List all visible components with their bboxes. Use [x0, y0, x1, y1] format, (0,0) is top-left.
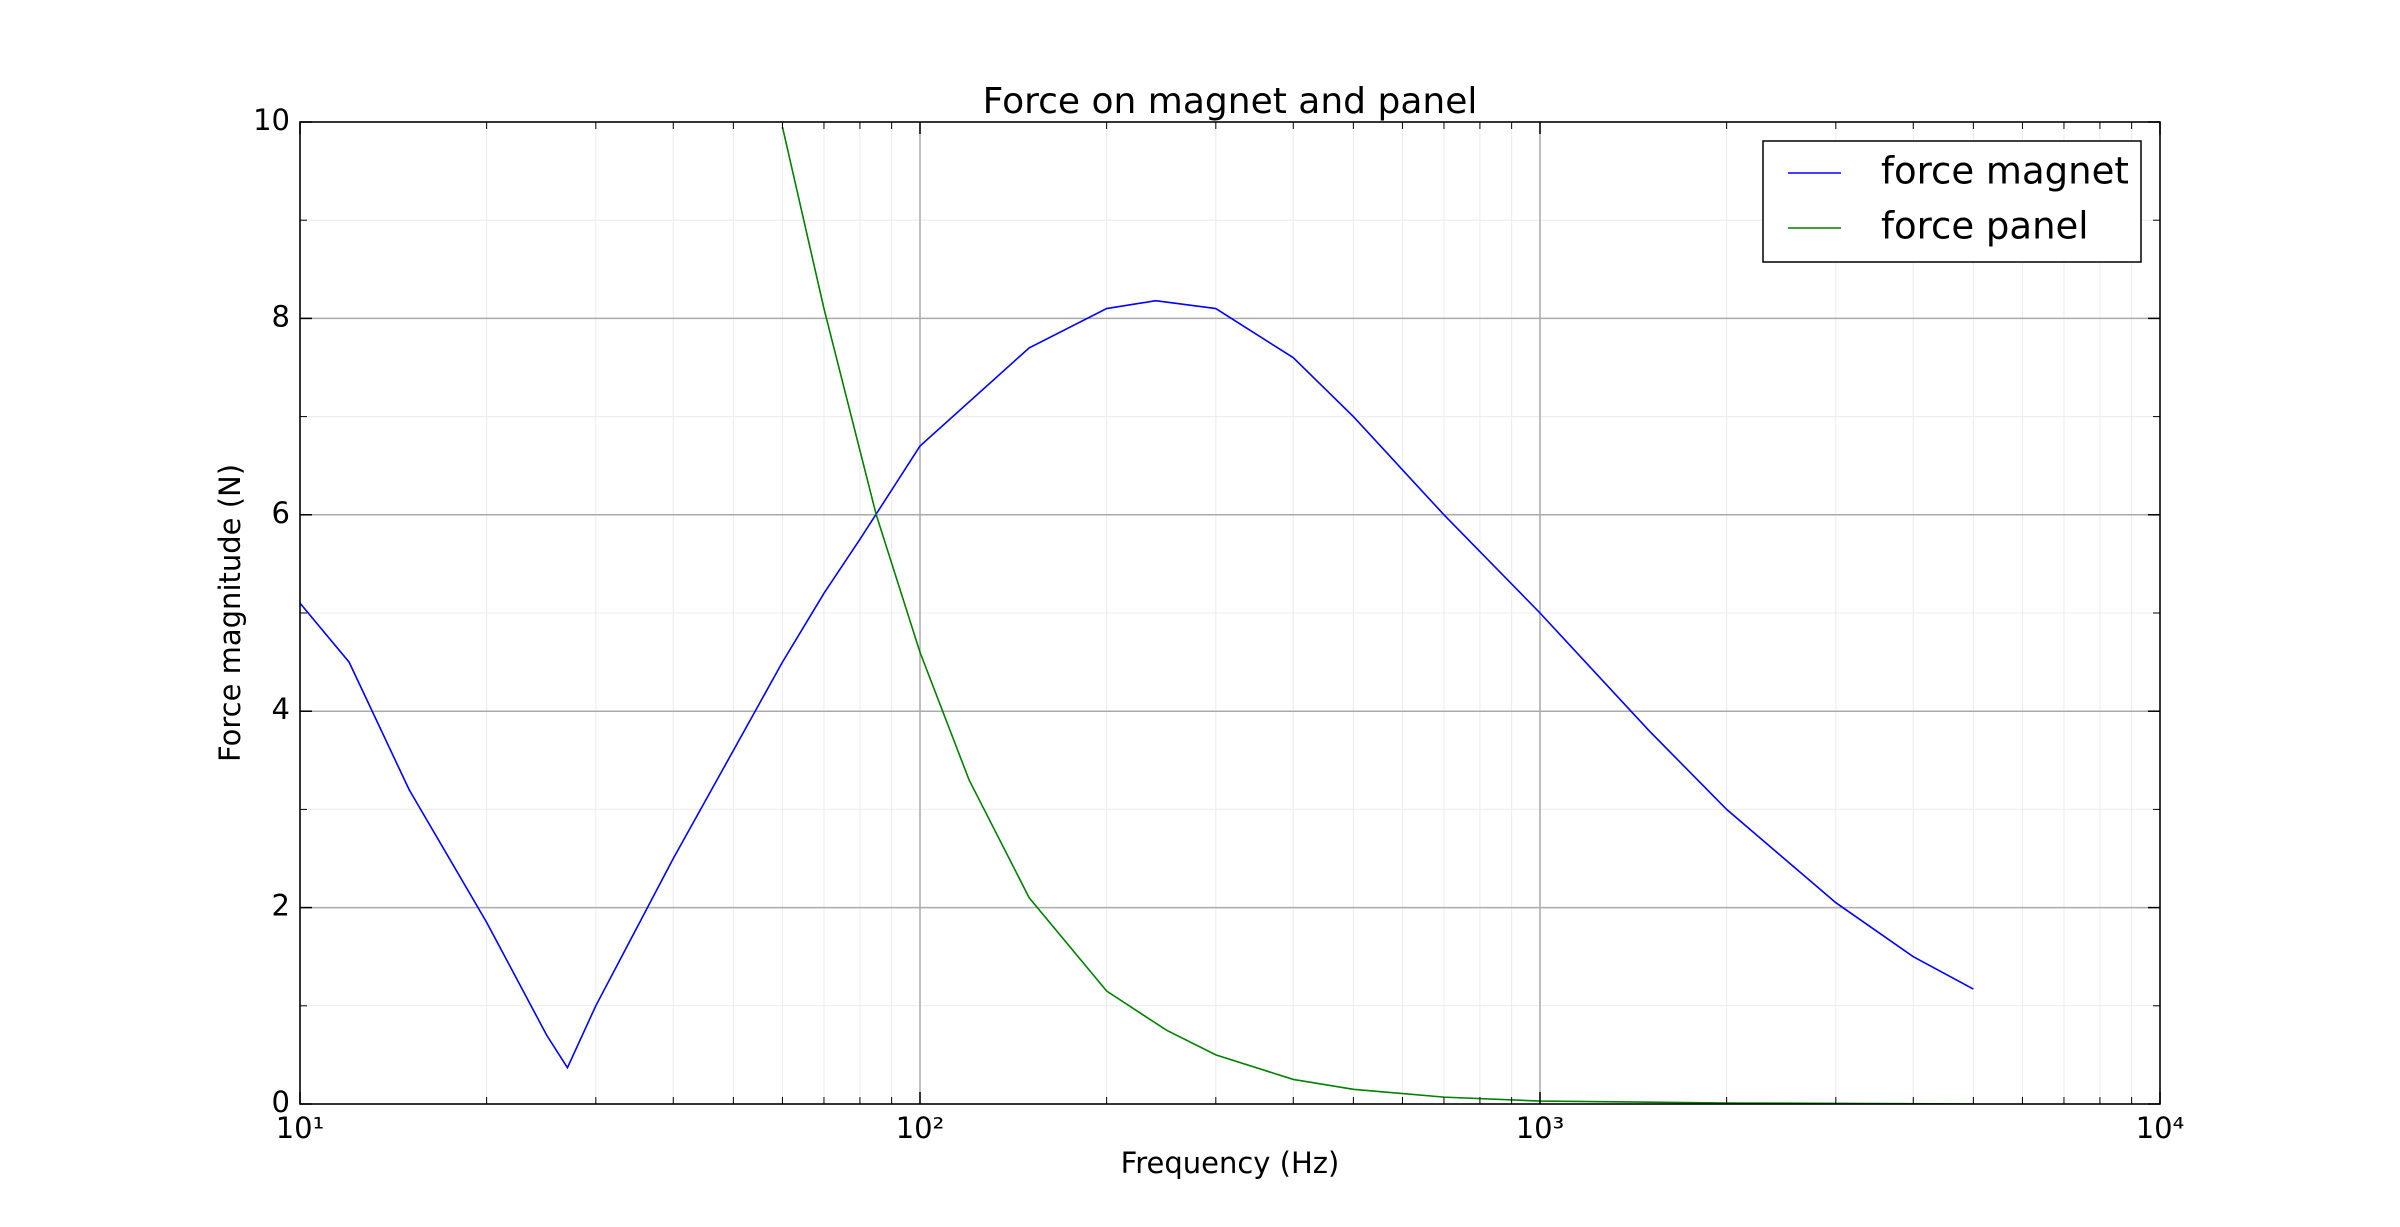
- legend-label: force panel: [1881, 205, 2089, 248]
- y-tick-label: 10: [253, 103, 290, 137]
- y-axis-label: Force magnitude (N): [213, 464, 247, 762]
- x-axis-label: Frequency (Hz): [1121, 1146, 1340, 1180]
- chart-title: Force on magnet and panel: [983, 81, 1478, 122]
- x-tick-label: 10¹: [276, 1111, 325, 1145]
- x-tick-label: 10²: [896, 1111, 945, 1145]
- legend-label: force magnet: [1881, 150, 2129, 193]
- y-tick-label: 8: [272, 299, 290, 333]
- x-tick-label: 10⁴: [2136, 1111, 2185, 1145]
- y-tick-label: 6: [272, 496, 290, 530]
- y-tick-label: 2: [272, 889, 290, 923]
- series-line: [781, 126, 1974, 1104]
- legend: force magnet force panel: [1762, 140, 2142, 263]
- series-line: [300, 299, 1974, 1070]
- legend-box: [1762, 140, 2142, 263]
- plot-lines: [300, 126, 1974, 1104]
- y-tick-label: 0: [272, 1085, 290, 1119]
- axes: 0 2 4 6 8 10 10¹ 10² 10³ 10⁴: [253, 103, 2184, 1145]
- x-tick-label: 10³: [1516, 1111, 1565, 1145]
- y-tick-label: 4: [272, 692, 290, 726]
